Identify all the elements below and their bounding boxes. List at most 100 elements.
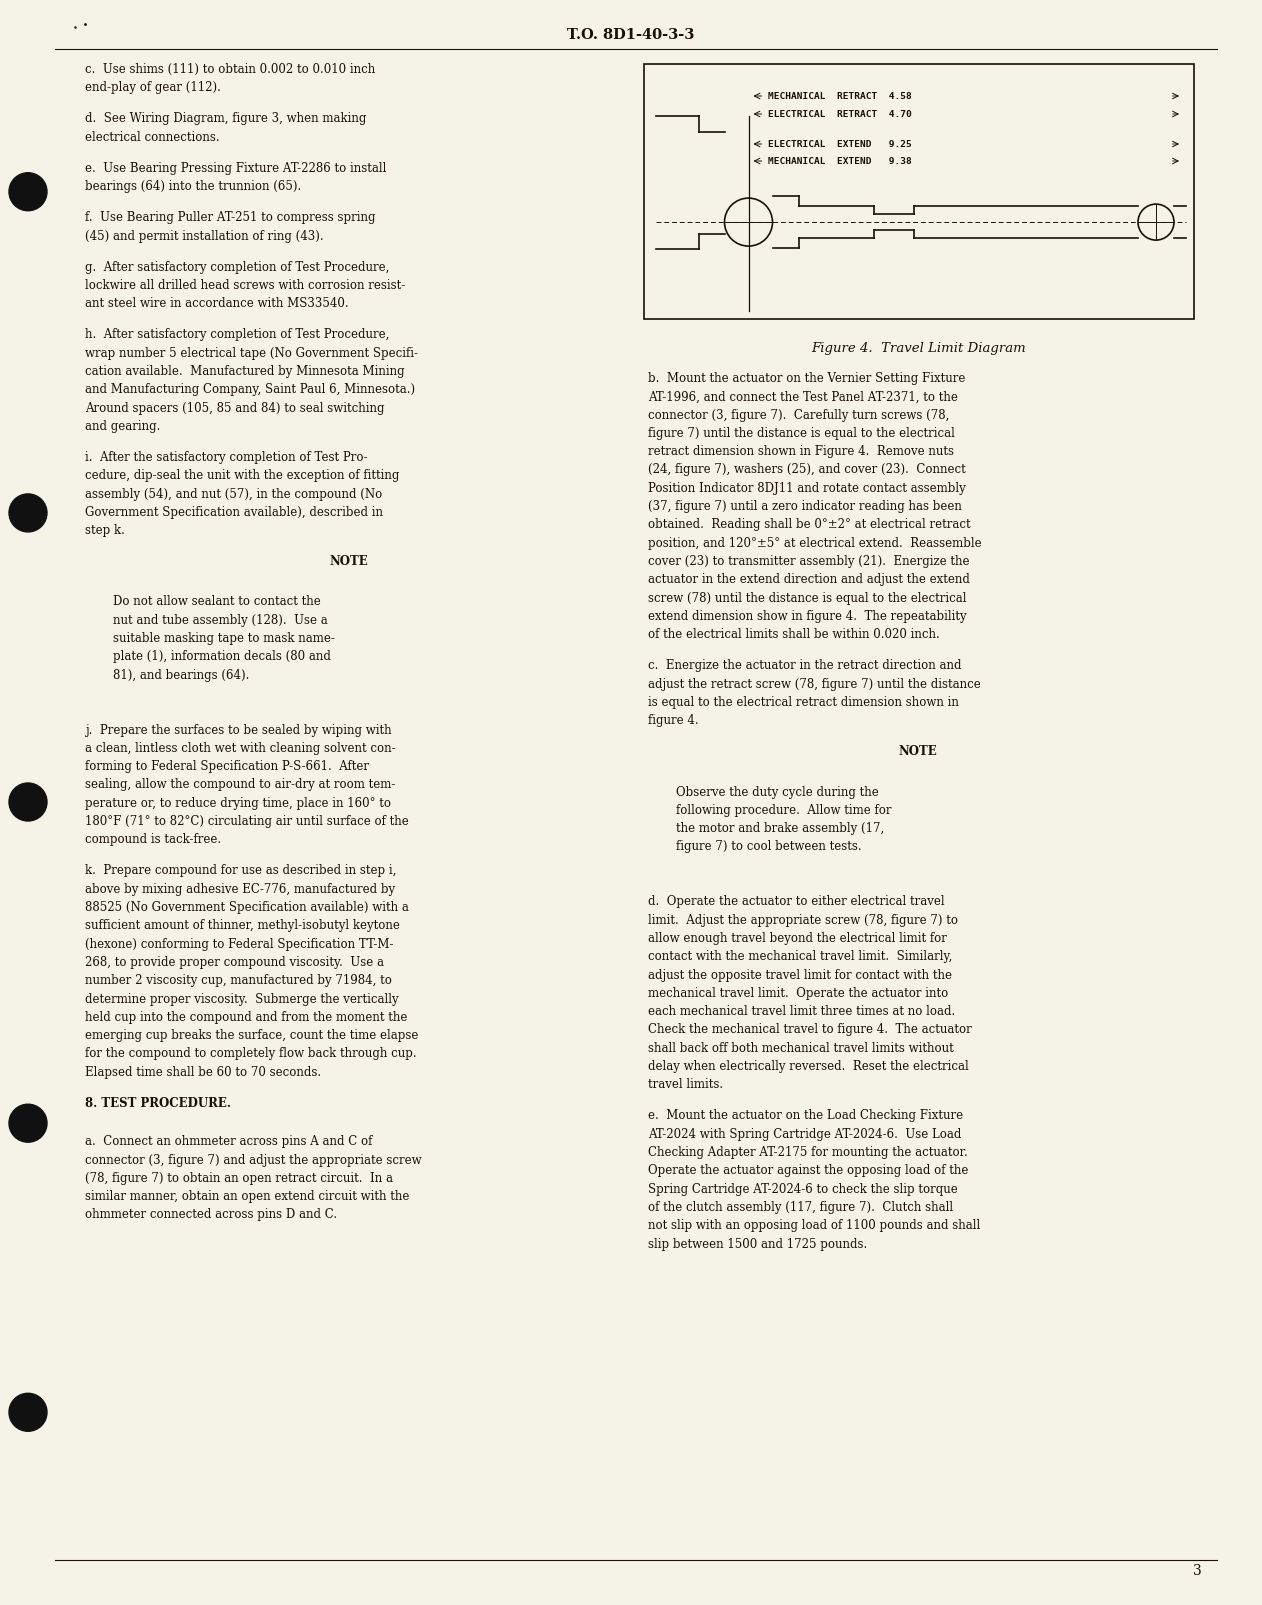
Circle shape [9, 783, 47, 822]
Text: 3: 3 [1193, 1563, 1201, 1578]
Text: mechanical travel limit.  Operate the actuator into: mechanical travel limit. Operate the act… [649, 985, 949, 1000]
Text: position, and 120°±5° at electrical extend.  Reassemble: position, and 120°±5° at electrical exte… [649, 536, 982, 549]
Text: emerging cup breaks the surface, count the time elapse: emerging cup breaks the surface, count t… [85, 1029, 419, 1042]
Text: e.  Mount the actuator on the Load Checking Fixture: e. Mount the actuator on the Load Checki… [649, 1109, 964, 1122]
Text: forming to Federal Specification P-S-661.  After: forming to Federal Specification P-S-661… [85, 759, 369, 772]
Text: f.  Use Bearing Puller AT-251 to compress spring: f. Use Bearing Puller AT-251 to compress… [85, 212, 376, 225]
Text: connector (3, figure 7).  Carefully turn screws (78,: connector (3, figure 7). Carefully turn … [649, 408, 950, 422]
Text: MECHANICAL  EXTEND   9.38: MECHANICAL EXTEND 9.38 [767, 157, 911, 165]
Text: Checking Adapter AT-2175 for mounting the actuator.: Checking Adapter AT-2175 for mounting th… [649, 1146, 968, 1159]
Text: adjust the opposite travel limit for contact with the: adjust the opposite travel limit for con… [649, 968, 953, 981]
Text: (hexone) conforming to Federal Specification TT-M-: (hexone) conforming to Federal Specifica… [85, 937, 394, 950]
Text: and Manufacturing Company, Saint Paul 6, Minnesota.): and Manufacturing Company, Saint Paul 6,… [85, 384, 415, 396]
Text: each mechanical travel limit three times at no load.: each mechanical travel limit three times… [649, 1005, 955, 1018]
Text: Position Indicator 8DJ11 and rotate contact assembly: Position Indicator 8DJ11 and rotate cont… [649, 482, 967, 494]
Text: Around spacers (105, 85 and 84) to seal switching: Around spacers (105, 85 and 84) to seal … [85, 401, 385, 414]
Text: (24, figure 7), washers (25), and cover (23).  Connect: (24, figure 7), washers (25), and cover … [649, 464, 967, 477]
Text: figure 7) until the distance is equal to the electrical: figure 7) until the distance is equal to… [649, 427, 955, 440]
Text: the motor and brake assembly (17,: the motor and brake assembly (17, [676, 822, 885, 835]
Text: 8. TEST PROCEDURE.: 8. TEST PROCEDURE. [85, 1096, 231, 1109]
Text: a clean, lintless cloth wet with cleaning solvent con-: a clean, lintless cloth wet with cleanin… [85, 742, 395, 754]
Text: limit.  Adjust the appropriate screw (78, figure 7) to: limit. Adjust the appropriate screw (78,… [649, 913, 959, 926]
Text: shall back off both mechanical travel limits without: shall back off both mechanical travel li… [649, 1042, 954, 1054]
Text: bearings (64) into the trunnion (65).: bearings (64) into the trunnion (65). [85, 180, 302, 193]
Text: actuator in the extend direction and adjust the extend: actuator in the extend direction and adj… [649, 573, 970, 586]
Text: 180°F (71° to 82°C) circulating air until surface of the: 180°F (71° to 82°C) circulating air unti… [85, 815, 409, 828]
Text: lockwire all drilled head screws with corrosion resist-: lockwire all drilled head screws with co… [85, 279, 405, 292]
Bar [644, 64, 1194, 319]
Text: g.  After satisfactory completion of Test Procedure,: g. After satisfactory completion of Test… [85, 260, 390, 273]
Text: k.  Prepare compound for use as described in step i,: k. Prepare compound for use as described… [85, 863, 396, 876]
Text: MECHANICAL  RETRACT  4.58: MECHANICAL RETRACT 4.58 [767, 91, 911, 101]
Text: c.  Use shims (111) to obtain 0.002 to 0.010 inch: c. Use shims (111) to obtain 0.002 to 0.… [85, 63, 375, 75]
Text: suitable masking tape to mask name-: suitable masking tape to mask name- [112, 632, 334, 645]
Text: cover (23) to transmitter assembly (21).  Energize the: cover (23) to transmitter assembly (21).… [649, 555, 970, 568]
Text: above by mixing adhesive EC-776, manufactured by: above by mixing adhesive EC-776, manufac… [85, 883, 395, 896]
Text: b.  Mount the actuator on the Vernier Setting Fixture: b. Mount the actuator on the Vernier Set… [649, 372, 965, 385]
Text: number 2 viscosity cup, manufactured by 71984, to: number 2 viscosity cup, manufactured by … [85, 974, 392, 987]
Text: slip between 1500 and 1725 pounds.: slip between 1500 and 1725 pounds. [649, 1237, 868, 1250]
Text: electrical connections.: electrical connections. [85, 130, 220, 143]
Text: e.  Use Bearing Pressing Fixture AT-2286 to install: e. Use Bearing Pressing Fixture AT-2286 … [85, 162, 386, 175]
Text: not slip with an opposing load of 1100 pounds and shall: not slip with an opposing load of 1100 p… [649, 1218, 981, 1231]
Text: retract dimension shown in Figure 4.  Remove nuts: retract dimension shown in Figure 4. Rem… [649, 445, 954, 457]
Text: Observe the duty cycle during the: Observe the duty cycle during the [676, 785, 878, 798]
Text: obtained.  Reading shall be 0°±2° at electrical retract: obtained. Reading shall be 0°±2° at elec… [649, 518, 972, 531]
Text: for the compound to completely flow back through cup.: for the compound to completely flow back… [85, 1046, 416, 1059]
Text: sealing, allow the compound to air-dry at room tem-: sealing, allow the compound to air-dry a… [85, 778, 395, 791]
Text: 88525 (No Government Specification available) with a: 88525 (No Government Specification avail… [85, 900, 409, 913]
Text: d.  Operate the actuator to either electrical travel: d. Operate the actuator to either electr… [649, 894, 945, 908]
Text: (78, figure 7) to obtain an open retract circuit.  In a: (78, figure 7) to obtain an open retract… [85, 1172, 392, 1184]
Text: following procedure.  Allow time for: following procedure. Allow time for [676, 804, 891, 817]
Circle shape [9, 173, 47, 212]
Circle shape [9, 1104, 47, 1143]
Text: is equal to the electrical retract dimension shown in: is equal to the electrical retract dimen… [649, 695, 959, 708]
Text: figure 4.: figure 4. [649, 714, 699, 727]
Text: end-play of gear (112).: end-play of gear (112). [85, 82, 221, 95]
Text: delay when electrically reversed.  Reset the electrical: delay when electrically reversed. Reset … [649, 1059, 969, 1072]
Text: cation available.  Manufactured by Minnesota Mining: cation available. Manufactured by Minnes… [85, 364, 405, 377]
Text: of the clutch assembly (117, figure 7).  Clutch shall: of the clutch assembly (117, figure 7). … [649, 1201, 954, 1213]
Text: (37, figure 7) until a zero indicator reading has been: (37, figure 7) until a zero indicator re… [649, 499, 963, 512]
Text: a.  Connect an ohmmeter across pins A and C of: a. Connect an ohmmeter across pins A and… [85, 1135, 372, 1148]
Text: similar manner, obtain an open extend circuit with the: similar manner, obtain an open extend ci… [85, 1189, 409, 1202]
Text: ELECTRICAL  RETRACT  4.70: ELECTRICAL RETRACT 4.70 [767, 109, 911, 119]
Text: assembly (54), and nut (57), in the compound (No: assembly (54), and nut (57), in the comp… [85, 488, 382, 501]
Text: d.  See Wiring Diagram, figure 3, when making: d. See Wiring Diagram, figure 3, when ma… [85, 112, 366, 125]
Text: compound is tack-free.: compound is tack-free. [85, 833, 221, 846]
Text: held cup into the compound and from the moment the: held cup into the compound and from the … [85, 1010, 408, 1024]
Text: screw (78) until the distance is equal to the electrical: screw (78) until the distance is equal t… [649, 591, 967, 603]
Text: extend dimension show in figure 4.  The repeatability: extend dimension show in figure 4. The r… [649, 610, 967, 623]
Text: NOTE: NOTE [899, 745, 938, 758]
Text: step k.: step k. [85, 523, 125, 536]
Text: Check the mechanical travel to figure 4.  The actuator: Check the mechanical travel to figure 4.… [649, 1022, 972, 1035]
Text: 268, to provide proper compound viscosity.  Use a: 268, to provide proper compound viscosit… [85, 955, 384, 968]
Text: 81), and bearings (64).: 81), and bearings (64). [112, 668, 249, 681]
Text: Government Specification available), described in: Government Specification available), des… [85, 506, 382, 518]
Text: of the electrical limits shall be within 0.020 inch.: of the electrical limits shall be within… [649, 628, 940, 640]
Text: j.  Prepare the surfaces to be sealed by wiping with: j. Prepare the surfaces to be sealed by … [85, 724, 391, 737]
Circle shape [9, 494, 47, 533]
Text: i.  After the satisfactory completion of Test Pro-: i. After the satisfactory completion of … [85, 451, 367, 464]
Text: ohmmeter connected across pins D and C.: ohmmeter connected across pins D and C. [85, 1207, 337, 1221]
Circle shape [9, 1393, 47, 1432]
Text: (45) and permit installation of ring (43).: (45) and permit installation of ring (43… [85, 230, 323, 242]
Text: figure 7) to cool between tests.: figure 7) to cool between tests. [676, 839, 862, 852]
Text: c.  Energize the actuator in the retract direction and: c. Energize the actuator in the retract … [649, 660, 962, 672]
Text: adjust the retract screw (78, figure 7) until the distance: adjust the retract screw (78, figure 7) … [649, 677, 982, 690]
Text: and gearing.: and gearing. [85, 419, 160, 433]
Text: T.O. 8D1-40-3-3: T.O. 8D1-40-3-3 [568, 27, 694, 42]
Text: ELECTRICAL  EXTEND   9.25: ELECTRICAL EXTEND 9.25 [767, 140, 911, 149]
Text: h.  After satisfactory completion of Test Procedure,: h. After satisfactory completion of Test… [85, 327, 390, 342]
Text: contact with the mechanical travel limit.  Similarly,: contact with the mechanical travel limit… [649, 950, 953, 963]
Text: Operate the actuator against the opposing load of the: Operate the actuator against the opposin… [649, 1164, 969, 1176]
Text: AT-1996, and connect the Test Panel AT-2371, to the: AT-1996, and connect the Test Panel AT-2… [649, 390, 958, 403]
Text: connector (3, figure 7) and adjust the appropriate screw: connector (3, figure 7) and adjust the a… [85, 1152, 422, 1165]
Text: wrap number 5 electrical tape (No Government Specifi-: wrap number 5 electrical tape (No Govern… [85, 347, 418, 360]
Text: perature or, to reduce drying time, place in 160° to: perature or, to reduce drying time, plac… [85, 796, 391, 809]
Text: determine proper viscosity.  Submerge the vertically: determine proper viscosity. Submerge the… [85, 992, 399, 1005]
Text: Figure 4.  Travel Limit Diagram: Figure 4. Travel Limit Diagram [811, 342, 1026, 355]
Text: Do not allow sealant to contact the: Do not allow sealant to contact the [112, 595, 321, 608]
Text: cedure, dip-seal the unit with the exception of fitting: cedure, dip-seal the unit with the excep… [85, 469, 399, 482]
Text: AT-2024 with Spring Cartridge AT-2024-6.  Use Load: AT-2024 with Spring Cartridge AT-2024-6.… [649, 1127, 962, 1140]
